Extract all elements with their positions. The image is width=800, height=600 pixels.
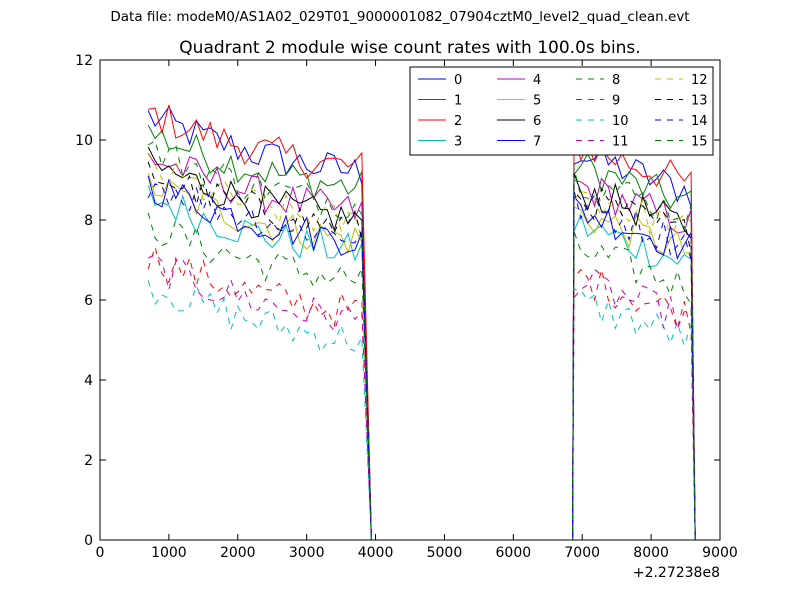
series-line-2 (148, 104, 696, 541)
series-line-3 (147, 185, 696, 541)
chart-title: Quadrant 2 module wise count rates with … (179, 38, 640, 58)
x-tick-label: 9000 (702, 545, 738, 561)
x-tick-label: 3000 (289, 545, 325, 561)
series-line-11 (147, 253, 696, 541)
legend-label-3: 3 (454, 135, 462, 150)
x-tick-label: 2000 (220, 545, 256, 561)
legend-label-2: 2 (454, 114, 462, 129)
ticks-layer: 0 1000 2000 3000 4000 5000 6000 7000 8000 9000 0 2 4… (75, 53, 738, 561)
legend-label-5: 5 (533, 94, 541, 109)
series-line-8 (147, 212, 696, 541)
y-tick-label: 0 (84, 533, 93, 549)
series-line-9 (147, 245, 696, 541)
y-tick-label: 12 (75, 53, 93, 69)
legend-label-0: 0 (454, 73, 462, 88)
legend-label-13: 13 (691, 94, 708, 109)
y-tick-label: 4 (84, 373, 93, 389)
series-line-7 (147, 175, 696, 541)
legend-label-6: 6 (533, 114, 541, 129)
series-line-12 (147, 153, 696, 541)
series-line-10 (147, 280, 696, 541)
legend-label-8: 8 (612, 73, 620, 88)
figure-suptitle: Data file: modeM0/AS1A02_029T01_90000010… (110, 9, 690, 25)
x-tick-label: 5000 (427, 545, 463, 561)
series-line-1 (147, 124, 696, 541)
series-line-6 (147, 146, 696, 541)
x-tick-label: 0 (96, 545, 105, 561)
x-tick-label: 8000 (633, 545, 669, 561)
legend-label-14: 14 (691, 114, 708, 129)
x-tick-label: 4000 (358, 545, 394, 561)
series-line-15 (147, 140, 696, 541)
legend-label-15: 15 (691, 135, 708, 150)
legend-box (409, 66, 714, 156)
legend-label-4: 4 (533, 73, 541, 88)
legend-label-1: 1 (454, 94, 462, 109)
legend-label-9: 9 (612, 94, 620, 109)
x-tick-label: 1000 (151, 545, 187, 561)
series-line-14 (147, 183, 696, 541)
y-tick-label: 8 (84, 213, 93, 229)
x-axis-offset-label: +2.27238e8 (633, 565, 720, 581)
series-layer (147, 104, 696, 541)
x-tick-label: 7000 (564, 545, 600, 561)
legend-label-10: 10 (612, 114, 629, 129)
legend-label-12: 12 (691, 73, 708, 88)
legend-label-7: 7 (533, 135, 541, 150)
y-tick-label: 6 (84, 293, 93, 309)
legend-label-11: 11 (612, 135, 629, 150)
series-line-4 (147, 152, 696, 541)
y-tick-label: 10 (75, 133, 93, 149)
y-tick-label: 2 (84, 453, 93, 469)
x-tick-label: 6000 (496, 545, 532, 561)
